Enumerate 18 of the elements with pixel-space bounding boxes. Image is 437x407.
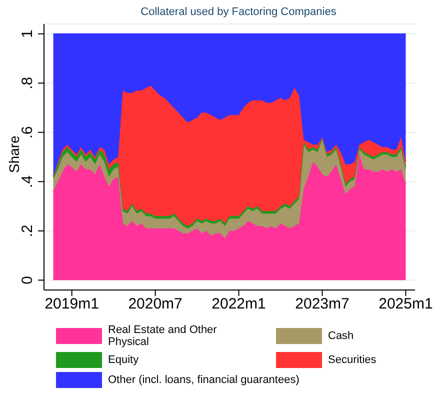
legend-label: Other (incl. loans, financial guarantees) <box>108 374 300 386</box>
legend-label: Real Estate and Other Physical <box>108 324 218 348</box>
x-tick-label: 2020m7 <box>128 296 182 313</box>
x-tick-label: 2023m7 <box>295 296 350 313</box>
legend-label: Securities <box>328 354 376 366</box>
x-tick-label: 2022m1 <box>212 296 266 313</box>
y-tick-label: .2 <box>19 224 36 238</box>
y-tick-label: .4 <box>19 175 36 188</box>
chart-title: Collateral used by Factoring Companies <box>140 6 338 18</box>
y-tick-label: .6 <box>19 126 36 139</box>
y-tick-label: .8 <box>19 76 36 90</box>
x-tick-label: 2025m1 <box>378 296 433 313</box>
y-axis-title: Share <box>6 136 22 173</box>
y-tick-label: 1 <box>19 30 36 38</box>
legend-label: Cash <box>328 330 354 342</box>
legend-label: Equity <box>108 354 139 366</box>
x-tick-label: 2019m1 <box>44 296 99 313</box>
y-tick-label: 0 <box>19 276 36 284</box>
